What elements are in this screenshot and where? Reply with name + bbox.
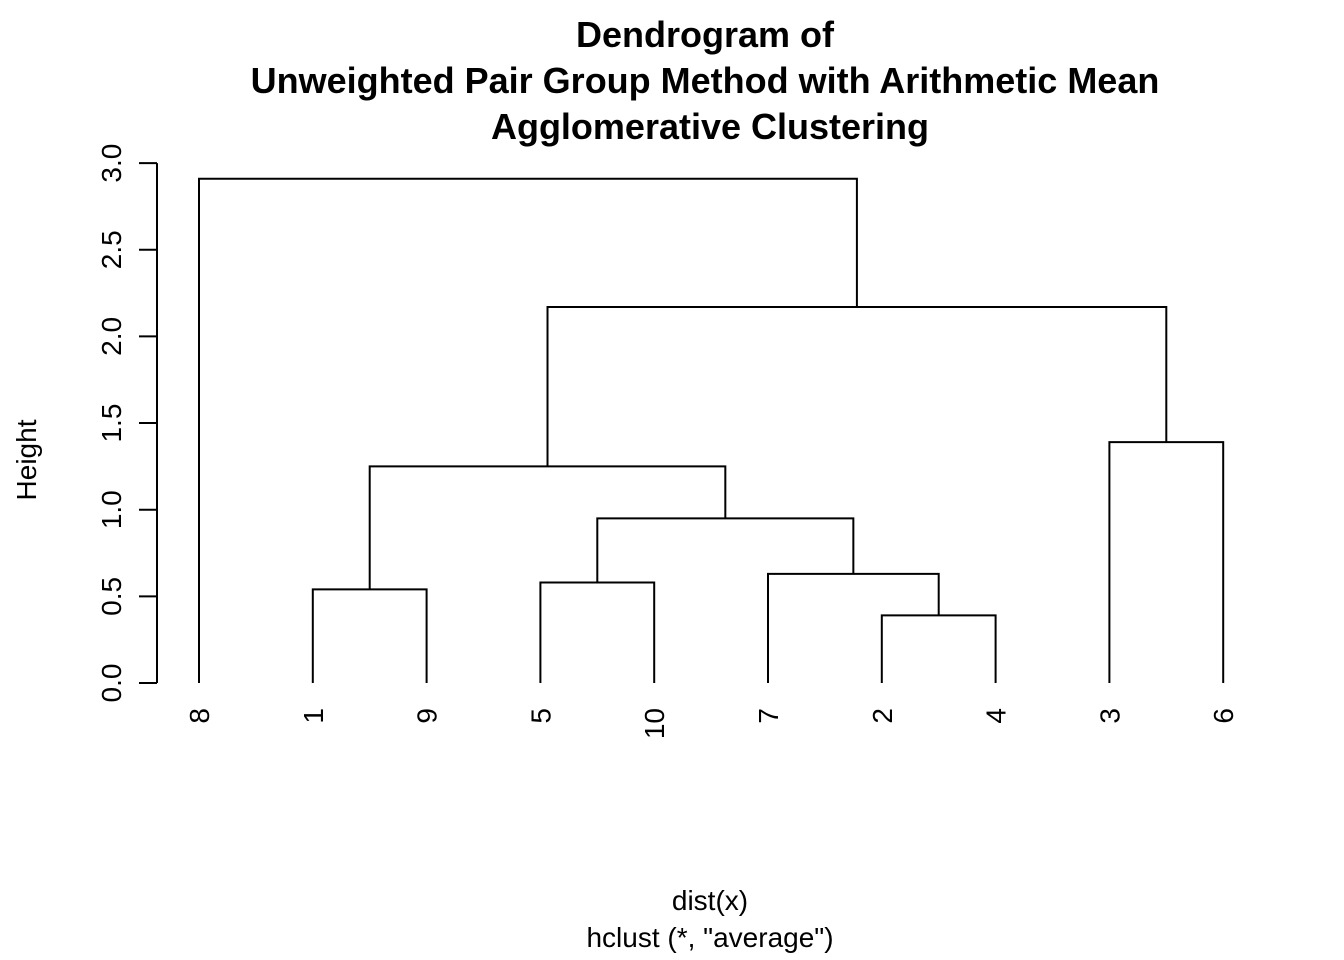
chart-title: Dendrogram of Unweighted Pair Group Meth… <box>251 14 1160 147</box>
merge-link-1 <box>880 614 997 683</box>
leaf-labels: 8 1 9 5 10 7 2 4 3 6 <box>184 708 1239 739</box>
leaf-label-6: 6 <box>1208 708 1239 724</box>
merge-link-7 <box>1108 441 1225 683</box>
title-line-3: Agglomerative Clustering <box>491 106 929 147</box>
merge-link-9 <box>198 177 858 683</box>
leaf-label-5: 5 <box>525 708 556 724</box>
y-tick-label-2: 1.0 <box>96 490 127 529</box>
y-tick-label-4: 2.0 <box>96 317 127 356</box>
leaf-label-7: 7 <box>753 708 784 724</box>
leaf-label-4: 4 <box>981 708 1012 724</box>
title-line-2: Unweighted Pair Group Method with Arithm… <box>251 60 1160 101</box>
leaf-label-8: 8 <box>184 708 215 724</box>
y-tick-label-6: 3.0 <box>96 144 127 183</box>
leaf-label-1: 1 <box>298 708 329 724</box>
dendrogram-links <box>198 177 1225 683</box>
y-axis-label: Height <box>11 419 42 500</box>
leaf-label-9: 9 <box>412 708 443 724</box>
merge-link-4 <box>767 572 940 683</box>
y-tick-label-1: 0.5 <box>96 577 127 616</box>
merge-link-6 <box>368 465 727 590</box>
title-line-1: Dendrogram of <box>576 14 835 55</box>
leaf-label-3: 3 <box>1094 708 1125 724</box>
leaf-label-10: 10 <box>639 708 670 739</box>
leaf-label-2: 2 <box>867 708 898 724</box>
merge-link-2 <box>311 588 428 683</box>
y-tick-label-5: 2.5 <box>96 230 127 269</box>
y-axis: 0.0 0.5 1.0 1.5 2.0 2.5 3.0 <box>96 144 158 703</box>
y-tick-label-3: 1.5 <box>96 404 127 443</box>
merge-link-8 <box>546 305 1168 467</box>
merge-link-3 <box>539 581 656 683</box>
y-tick-label-0: 0.0 <box>96 664 127 703</box>
sub-label: hclust (*, "average") <box>586 922 833 953</box>
x-axis-label: dist(x) <box>672 885 748 916</box>
